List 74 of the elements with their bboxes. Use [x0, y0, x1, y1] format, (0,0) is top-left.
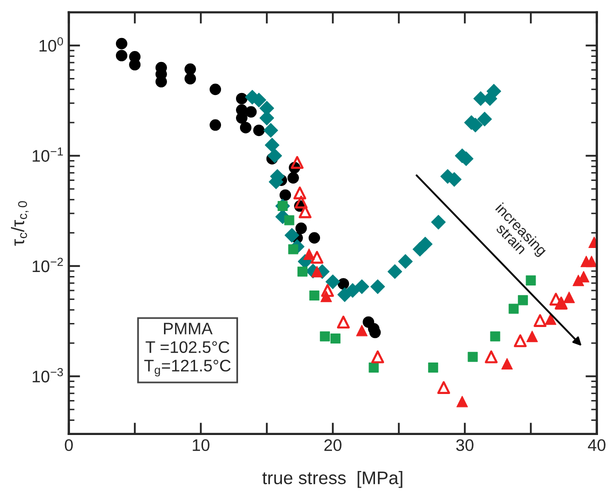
point [295, 222, 307, 234]
point [330, 334, 340, 344]
point [116, 50, 128, 62]
point [418, 236, 433, 252]
point [388, 264, 402, 279]
point [431, 214, 446, 230]
point [486, 84, 502, 98]
point [338, 278, 350, 290]
point [263, 123, 278, 138]
point [308, 232, 320, 244]
point [477, 112, 492, 126]
point [184, 63, 196, 75]
point [356, 324, 368, 336]
point [336, 316, 350, 329]
point [526, 275, 536, 286]
point [264, 138, 280, 152]
y-tick-label: 10$^{−2}$ [32, 258, 63, 272]
point [310, 250, 324, 264]
point [398, 254, 413, 269]
x-tick-label: 20 [324, 439, 342, 452]
point [184, 72, 196, 84]
point [354, 279, 370, 294]
point [501, 358, 513, 370]
point [287, 172, 299, 184]
point [303, 248, 315, 260]
point [311, 266, 323, 278]
x-axis-title: true stress [MPa] [262, 471, 402, 488]
point [309, 290, 320, 301]
point [563, 292, 575, 304]
point [371, 350, 384, 364]
point [428, 362, 438, 373]
point [544, 313, 556, 325]
point [297, 266, 308, 277]
point [236, 92, 248, 104]
annotation: PMMA T =102.5°C T$_{g}$=121.5°C [144, 322, 231, 376]
x-tick-label: 0 [64, 439, 73, 452]
point [267, 148, 282, 164]
point [508, 304, 519, 314]
point [456, 396, 468, 408]
point [320, 331, 330, 342]
point [253, 124, 265, 136]
x-tick-label: 10 [192, 439, 210, 452]
point [586, 256, 597, 268]
y-tick-label: 10$^{−3}$ [32, 368, 63, 382]
point [526, 330, 538, 342]
point [280, 189, 292, 201]
point [368, 362, 379, 373]
point [514, 334, 527, 348]
point [284, 228, 300, 243]
y-axis-title: τ$_{c}$/τ$_{c,0}$ [10, 201, 29, 246]
point [210, 84, 222, 96]
point [284, 215, 294, 226]
point [210, 119, 222, 131]
point [326, 274, 340, 290]
point [370, 279, 385, 294]
point [345, 283, 360, 298]
point [293, 186, 306, 200]
x-tick-label: 40 [588, 439, 606, 452]
point [490, 331, 500, 342]
point [240, 122, 252, 134]
point [245, 106, 257, 118]
point [116, 38, 128, 50]
point [298, 205, 312, 218]
point [321, 284, 334, 297]
x-tick-label: 30 [456, 439, 474, 452]
y-tick-label: 10$^{−1}$ [32, 147, 63, 162]
point [437, 381, 450, 394]
point [484, 350, 498, 364]
point [294, 196, 308, 209]
point [534, 314, 546, 328]
y-tick-label: 10$^{0}$ [40, 37, 64, 52]
point [290, 156, 304, 169]
point [518, 295, 528, 306]
point [468, 352, 478, 362]
